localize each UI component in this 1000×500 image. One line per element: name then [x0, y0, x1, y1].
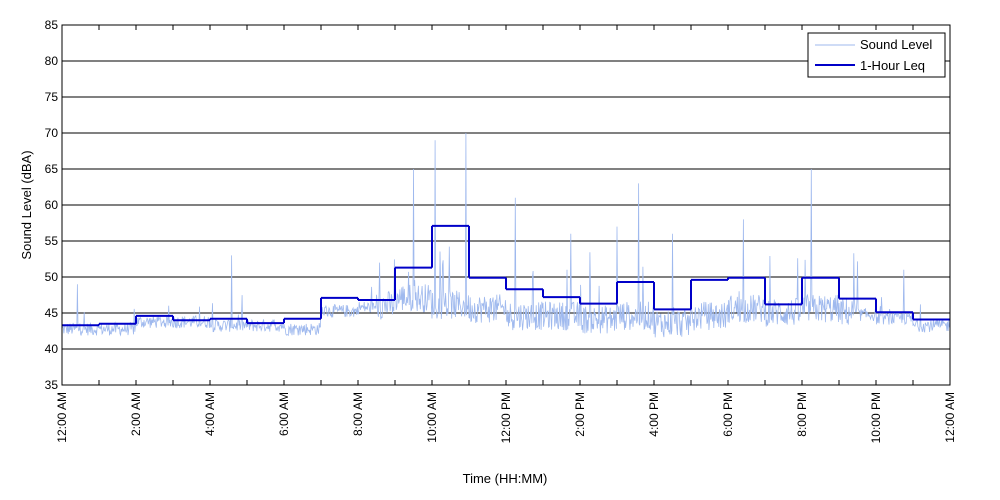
y-tick-label: 60 — [45, 198, 59, 212]
gridlines — [62, 60, 950, 350]
sound-level-series — [61, 132, 951, 338]
x-tick-label: 12:00 AM — [55, 392, 69, 443]
x-tick-label: 10:00 AM — [425, 392, 439, 443]
x-tick-label: 8:00 AM — [351, 392, 365, 436]
x-tick-label: 6:00 PM — [721, 392, 735, 437]
y-tick-label: 80 — [45, 54, 59, 68]
y-tick-label: 35 — [45, 378, 59, 392]
y-tick-label: 55 — [45, 234, 59, 248]
x-tick-label: 10:00 PM — [869, 392, 883, 443]
x-tick-label: 4:00 PM — [647, 392, 661, 437]
x-tick-label: 4:00 AM — [203, 392, 217, 436]
y-axis-ticks: 35 40 45 50 55 60 65 70 75 80 85 — [45, 18, 950, 392]
y-tick-label: 85 — [45, 18, 59, 32]
y-tick-label: 75 — [45, 90, 59, 104]
x-tick-label: 2:00 AM — [129, 392, 143, 436]
legend: Sound Level 1-Hour Leq — [807, 32, 946, 78]
y-tick-label: 70 — [45, 126, 59, 140]
x-tick-label: 2:00 PM — [573, 392, 587, 437]
y-axis-label: Sound Level (dBA) — [19, 150, 34, 259]
sound-level-line — [61, 132, 951, 338]
x-tick-label: 12:00 PM — [499, 392, 513, 443]
legend-box — [807, 32, 946, 78]
y-tick-label: 65 — [45, 162, 59, 176]
y-tick-label: 50 — [45, 270, 59, 284]
x-axis-ticks: 12:00 AM 2:00 AM 4:00 AM 6:00 AM 8:00 AM 10:0… — [55, 25, 957, 443]
x-tick-label: 8:00 PM — [795, 392, 809, 437]
y-tick-label: 45 — [45, 306, 59, 320]
y-tick-label: 40 — [45, 342, 59, 356]
x-tick-label: 12:00 AM — [943, 392, 957, 443]
legend-label-leq: 1-Hour Leq — [860, 58, 925, 73]
legend-label-sound-level: Sound Level — [860, 37, 932, 52]
x-axis-label: Time (HH:MM) — [463, 471, 548, 486]
x-tick-label: 6:00 AM — [277, 392, 291, 436]
leq-series — [62, 224, 950, 327]
